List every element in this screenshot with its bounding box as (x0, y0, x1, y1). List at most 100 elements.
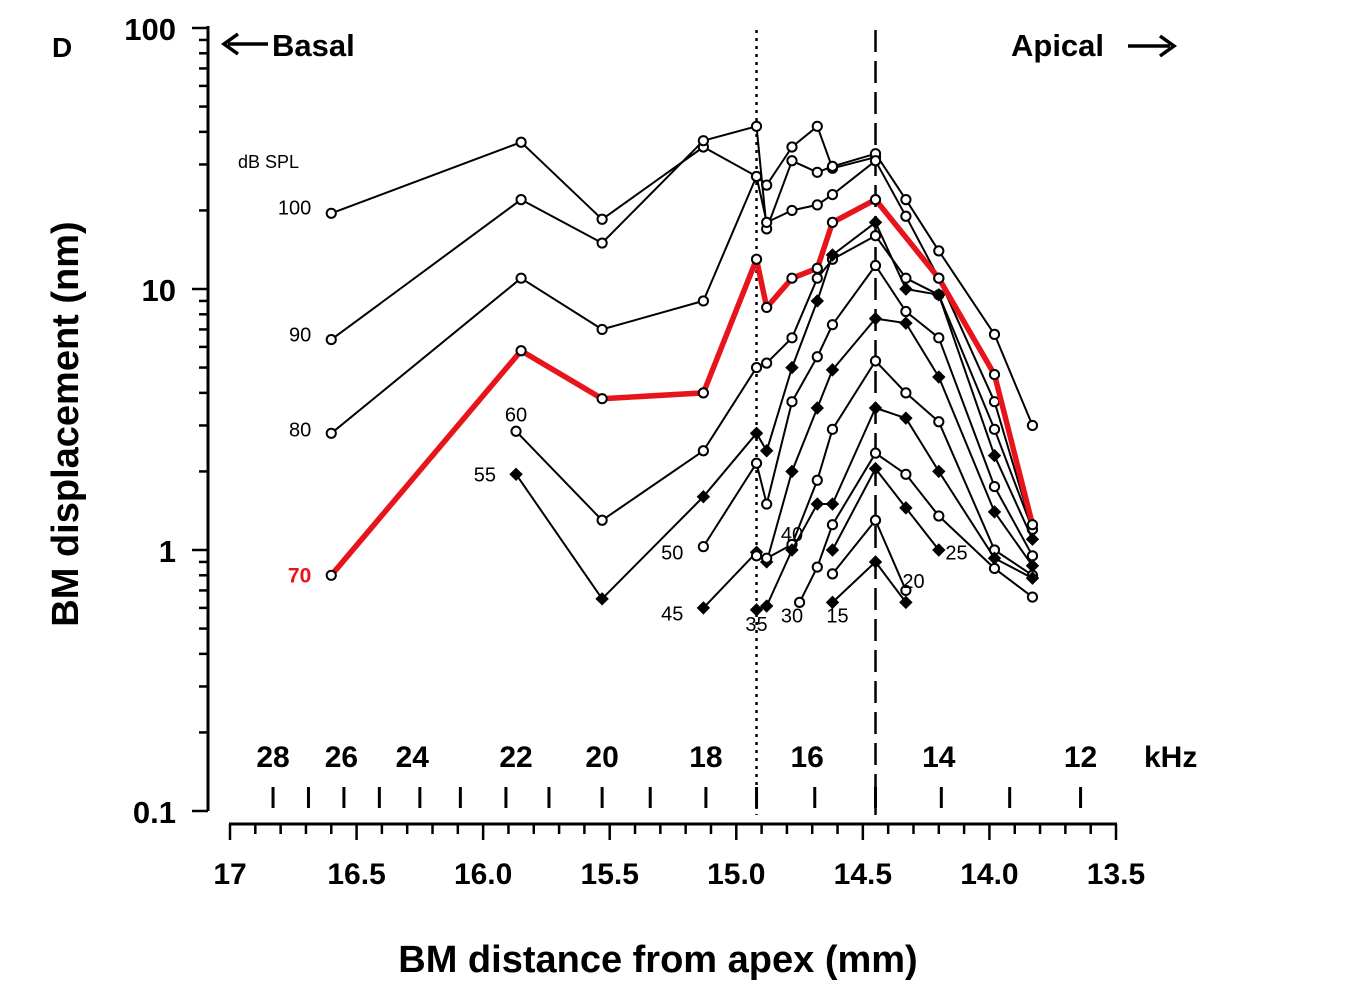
basal-indicator: Basal (220, 28, 355, 63)
data-point (826, 319, 839, 331)
data-point (987, 551, 1002, 565)
data-point (868, 401, 883, 415)
data-point (826, 188, 839, 201)
data-point (596, 237, 608, 249)
freq-tick-label: 18 (689, 741, 722, 774)
y-axis: 0.1 1 10 100 (124, 12, 210, 830)
data-point (810, 401, 824, 415)
data-point (596, 514, 608, 526)
data-point (811, 474, 823, 486)
data-point (515, 345, 527, 357)
level-label: 100 (278, 198, 311, 220)
series-90 (325, 120, 1039, 432)
data-point (811, 262, 823, 274)
level-label: 45 (661, 604, 683, 626)
data-point (786, 141, 798, 153)
data-point (761, 552, 773, 564)
data-point (759, 444, 774, 458)
data-point (899, 595, 913, 610)
data-point (595, 592, 609, 606)
data-point (793, 596, 806, 608)
series-line (330, 125, 1034, 426)
freq-tick-label: 24 (396, 741, 430, 774)
x-tick-label: 14.0 (960, 858, 1018, 891)
data-point (810, 497, 824, 511)
series-50 (697, 259, 1039, 562)
data-point (869, 155, 882, 167)
data-point (900, 584, 912, 597)
data-point (988, 328, 1001, 340)
level-label: 40 (781, 524, 803, 546)
data-point (515, 194, 527, 206)
level-label: 55 (474, 464, 496, 486)
apical-label: Apical (1011, 28, 1104, 63)
data-point (900, 194, 912, 206)
data-point (786, 155, 798, 167)
data-point (825, 543, 840, 557)
data-point (988, 423, 1001, 435)
data-point (696, 490, 711, 504)
data-point (868, 215, 883, 230)
data-point (869, 355, 882, 367)
frequency-axis: 28 26 24 22 20 18 16 14 12 kHz (256, 741, 1197, 808)
data-point (786, 204, 798, 217)
series-group (325, 120, 1040, 617)
level-label: 30 (781, 606, 803, 628)
data-point (750, 253, 763, 265)
data-point (596, 393, 608, 405)
data-point (325, 569, 337, 581)
data-point (933, 332, 945, 344)
x-axis-title: BM distance from apex (mm) (398, 939, 917, 981)
data-point (868, 555, 883, 569)
freq-tick-label: 16 (790, 741, 823, 774)
series-line (702, 264, 1034, 557)
data-point (825, 363, 840, 377)
data-point (697, 295, 709, 307)
level-label: 70 (288, 564, 311, 587)
x-tick-label: 14.5 (834, 858, 892, 891)
data-point (325, 333, 337, 346)
data-point (869, 447, 882, 459)
freq-unit-label: kHz (1144, 741, 1197, 774)
series-line (330, 159, 1034, 530)
data-point (826, 160, 839, 172)
data-point (869, 514, 882, 526)
data-point (761, 498, 773, 510)
data-point (899, 282, 913, 296)
data-point (932, 370, 946, 384)
data-point (750, 120, 763, 132)
data-point (696, 601, 711, 615)
x-tick-label: 15.5 (581, 858, 639, 891)
x-tick-label: 15.0 (707, 858, 765, 891)
freq-tick-label: 26 (325, 741, 358, 774)
data-point (869, 194, 882, 206)
level-label: 80 (289, 419, 311, 441)
data-point (868, 311, 883, 326)
series-55 (509, 215, 1040, 606)
data-point (826, 423, 839, 435)
data-point (988, 480, 1001, 493)
data-point (510, 425, 522, 437)
data-point (697, 135, 709, 147)
level-label: 35 (745, 614, 767, 636)
data-point (786, 332, 798, 344)
data-point (1026, 591, 1039, 603)
data-point (826, 519, 839, 531)
data-point (1026, 519, 1039, 531)
data-point (786, 396, 798, 408)
data-point (987, 448, 1002, 463)
series-70 (325, 194, 1039, 581)
data-point (785, 464, 799, 479)
data-point (932, 464, 946, 479)
series-15 (825, 555, 913, 610)
data-point (1025, 571, 1040, 585)
data-point (932, 543, 946, 557)
data-point (868, 461, 883, 476)
data-point (750, 170, 763, 183)
series-line (831, 560, 907, 604)
x-tick-label: 16.0 (454, 858, 512, 891)
level-header: dB SPL (238, 152, 299, 172)
panel-label: D (52, 32, 72, 63)
basal-label: Basal (272, 28, 355, 63)
